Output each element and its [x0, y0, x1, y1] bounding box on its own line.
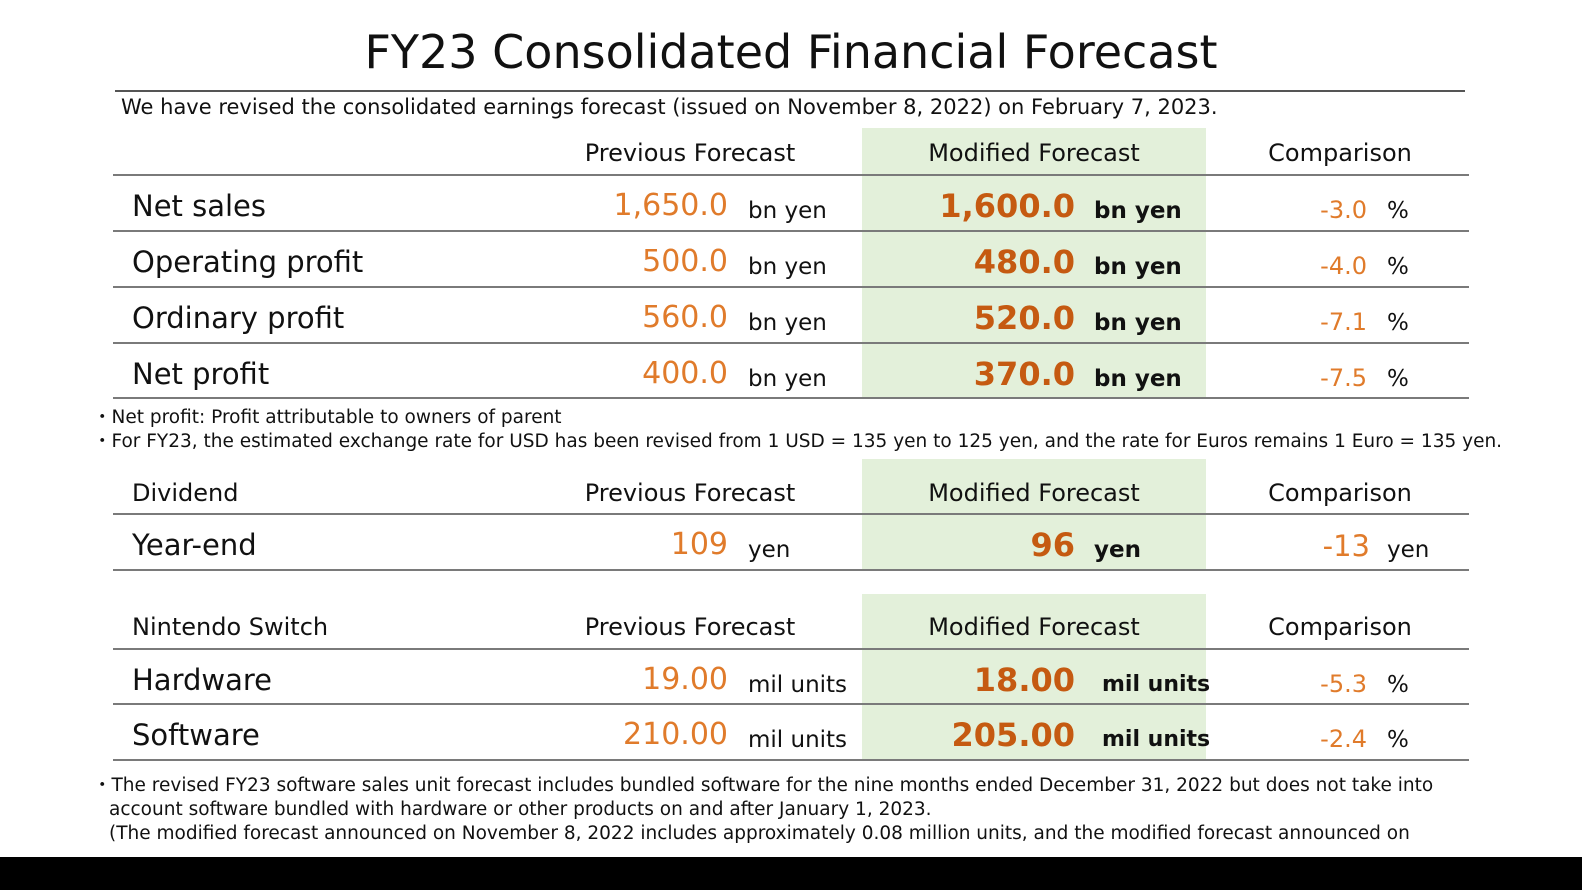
- comparison-unit: %: [1387, 672, 1409, 698]
- header-comparison: Comparison: [1268, 613, 1412, 641]
- row-divider: [113, 759, 1469, 761]
- modified-value: 205.00: [951, 716, 1075, 754]
- footnote-modified-forecast: (The modified forecast announced on Nove…: [109, 823, 1410, 844]
- footnote-software-bundle-cont: account software bundled with hardware o…: [109, 799, 932, 820]
- row-label: Net sales: [132, 189, 267, 223]
- row-divider: [113, 513, 1469, 515]
- header-modified-forecast: Modified Forecast: [928, 479, 1140, 507]
- header-modified-forecast: Modified Forecast: [928, 139, 1140, 167]
- previous-unit: bn yen: [748, 366, 827, 392]
- modified-unit: bn yen: [1094, 198, 1182, 224]
- row-divider: [113, 286, 1469, 288]
- comparison-unit: %: [1387, 310, 1409, 336]
- modified-value: 96: [1030, 526, 1075, 564]
- modified-unit: mil units: [1102, 672, 1211, 697]
- modified-unit: bn yen: [1094, 310, 1182, 336]
- row-divider: [113, 703, 1469, 705]
- header-comparison: Comparison: [1268, 479, 1412, 507]
- previous-unit: bn yen: [748, 198, 827, 224]
- row-divider: [113, 397, 1469, 399]
- comparison-value: -5.3: [1320, 670, 1367, 698]
- previous-value: 500.0: [642, 244, 728, 279]
- previous-unit: bn yen: [748, 254, 827, 280]
- bottom-black-bar: [0, 857, 1582, 890]
- header-previous-forecast: Previous Forecast: [584, 479, 796, 507]
- row-label: Operating profit: [132, 245, 364, 279]
- previous-value: 19.00: [642, 662, 728, 697]
- modified-value: 18.00: [973, 661, 1075, 699]
- page-title: FY23 Consolidated Financial Forecast: [364, 25, 1218, 79]
- footnote-software-bundle: ・The revised FY23 software sales unit fo…: [93, 775, 1434, 796]
- comparison-unit: %: [1387, 254, 1409, 280]
- modified-value: 370.0: [973, 355, 1075, 393]
- comparison-unit: %: [1387, 366, 1409, 392]
- footnote-exchange-rate: ・For FY23, the estimated exchange rate f…: [93, 431, 1503, 452]
- previous-value: 1,650.0: [613, 188, 728, 223]
- modified-unit: mil units: [1102, 727, 1211, 752]
- row-label: Net profit: [132, 357, 270, 391]
- comparison-value: -2.4: [1320, 725, 1367, 753]
- comparison-unit: yen: [1387, 537, 1430, 563]
- row-divider: [113, 230, 1469, 232]
- modified-value: 1,600.0: [939, 187, 1075, 225]
- comparison-value: -3.0: [1320, 196, 1367, 224]
- previous-unit: mil units: [748, 727, 848, 753]
- modified-unit: bn yen: [1094, 254, 1182, 280]
- row-divider: [113, 569, 1469, 571]
- previous-unit: bn yen: [748, 310, 827, 336]
- row-label: Hardware: [132, 663, 273, 697]
- comparison-value: -7.5: [1320, 364, 1367, 392]
- comparison-unit: %: [1387, 198, 1409, 224]
- footnote-net-profit: ・Net profit: Profit attributable to owne…: [93, 407, 562, 428]
- header-previous-forecast: Previous Forecast: [584, 613, 796, 641]
- comparison-value: -4.0: [1320, 252, 1367, 280]
- title-divider: [115, 90, 1465, 92]
- previous-value: 109: [670, 527, 728, 562]
- dividend-title: Dividend: [132, 479, 239, 507]
- modified-value: 480.0: [973, 243, 1075, 281]
- row-label: Ordinary profit: [132, 301, 345, 335]
- row-label: Software: [132, 718, 260, 752]
- intro-text: We have revised the consolidated earning…: [121, 95, 1218, 119]
- row-divider: [113, 648, 1469, 650]
- modified-value: 520.0: [973, 299, 1075, 337]
- switch-title: Nintendo Switch: [132, 613, 329, 641]
- previous-value: 400.0: [642, 356, 728, 391]
- row-divider: [113, 342, 1469, 344]
- previous-unit: mil units: [748, 672, 848, 698]
- modified-unit: yen: [1094, 537, 1141, 563]
- modified-unit: bn yen: [1094, 366, 1182, 392]
- previous-value: 560.0: [642, 300, 728, 335]
- previous-value: 210.00: [623, 717, 728, 752]
- header-previous-forecast: Previous Forecast: [584, 139, 796, 167]
- modified-column-highlight: [862, 128, 1206, 398]
- comparison-unit: %: [1387, 727, 1409, 753]
- header-modified-forecast: Modified Forecast: [928, 613, 1140, 641]
- row-label: Year-end: [132, 528, 257, 562]
- row-divider: [113, 174, 1469, 176]
- header-comparison: Comparison: [1268, 139, 1412, 167]
- comparison-value: -13: [1322, 529, 1370, 563]
- previous-unit: yen: [748, 537, 791, 563]
- switch-modified-highlight: [862, 594, 1206, 760]
- comparison-value: -7.1: [1320, 308, 1367, 336]
